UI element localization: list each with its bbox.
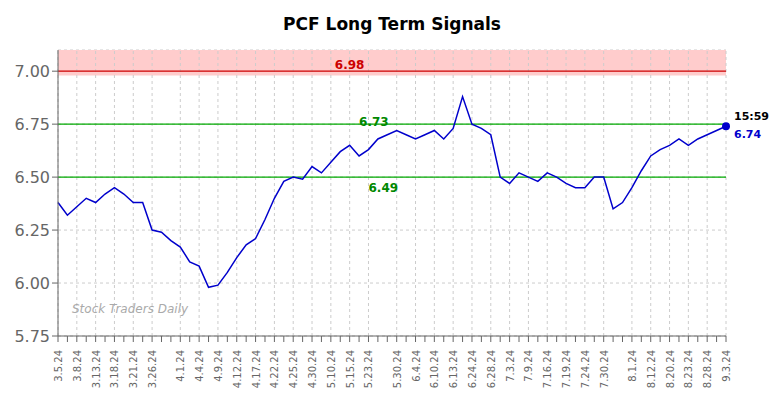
- svg-text:5.23.24: 5.23.24: [363, 350, 374, 388]
- svg-text:6.50: 6.50: [14, 168, 50, 187]
- svg-text:7.19.24: 7.19.24: [561, 350, 572, 388]
- svg-text:6.4.24: 6.4.24: [411, 350, 422, 382]
- svg-text:6.24.24: 6.24.24: [467, 350, 478, 388]
- svg-text:3.21.24: 3.21.24: [128, 350, 139, 388]
- svg-text:7.9.24: 7.9.24: [523, 350, 534, 382]
- svg-text:4.12.24: 4.12.24: [232, 350, 243, 388]
- svg-text:6.73: 6.73: [359, 115, 389, 129]
- svg-text:6.00: 6.00: [14, 274, 50, 293]
- svg-text:4.30.24: 4.30.24: [307, 350, 318, 388]
- html-text:PCF Long Term Signals: PCF Long Term Signals: [283, 14, 501, 34]
- svg-text:8.1.24: 8.1.24: [627, 350, 638, 382]
- svg-text:6.28.24: 6.28.24: [486, 350, 497, 388]
- svg-text:6.98: 6.98: [335, 58, 365, 72]
- svg-text:6.13.24: 6.13.24: [448, 350, 459, 388]
- svg-text:8.20.24: 8.20.24: [665, 350, 676, 388]
- svg-text:5.15.24: 5.15.24: [345, 350, 356, 388]
- svg-text:3.8.24: 3.8.24: [72, 350, 83, 382]
- svg-text:5.30.24: 5.30.24: [392, 350, 403, 388]
- svg-text:6.49: 6.49: [368, 181, 398, 195]
- svg-text:15:59: 15:59: [734, 110, 769, 123]
- svg-text:3.13.24: 3.13.24: [91, 350, 102, 388]
- svg-text:6.10.24: 6.10.24: [429, 350, 440, 388]
- svg-text:6.25: 6.25: [14, 221, 50, 240]
- svg-text:7.16.24: 7.16.24: [542, 350, 553, 388]
- html-text:Stock Traders Daily: Stock Traders Daily: [72, 302, 189, 316]
- svg-text:8.28.24: 8.28.24: [702, 350, 713, 388]
- svg-text:7.24.24: 7.24.24: [580, 350, 591, 388]
- svg-text:3.18.24: 3.18.24: [109, 350, 120, 388]
- svg-text:4.4.24: 4.4.24: [194, 350, 205, 382]
- svg-text:9.3.24: 9.3.24: [721, 350, 732, 382]
- svg-text:7.30.24: 7.30.24: [599, 350, 610, 388]
- svg-text:8.12.24: 8.12.24: [646, 350, 657, 388]
- svg-text:4.17.24: 4.17.24: [251, 350, 262, 388]
- svg-text:5.10.24: 5.10.24: [326, 350, 337, 388]
- svg-text:7.00: 7.00: [14, 62, 50, 81]
- svg-text:4.9.24: 4.9.24: [213, 350, 224, 382]
- svg-text:4.25.24: 4.25.24: [288, 350, 299, 388]
- svg-text:4.22.24: 4.22.24: [269, 350, 280, 388]
- svg-text:4.1.24: 4.1.24: [175, 350, 186, 382]
- svg-text:3.26.24: 3.26.24: [147, 350, 158, 388]
- svg-text:5.75: 5.75: [14, 327, 50, 346]
- svg-text:7.3.24: 7.3.24: [505, 350, 516, 382]
- svg-text:3.5.24: 3.5.24: [53, 350, 64, 382]
- svg-text:8.23.24: 8.23.24: [683, 350, 694, 388]
- svg-text:6.74: 6.74: [734, 128, 761, 141]
- svg-text:6.75: 6.75: [14, 115, 50, 134]
